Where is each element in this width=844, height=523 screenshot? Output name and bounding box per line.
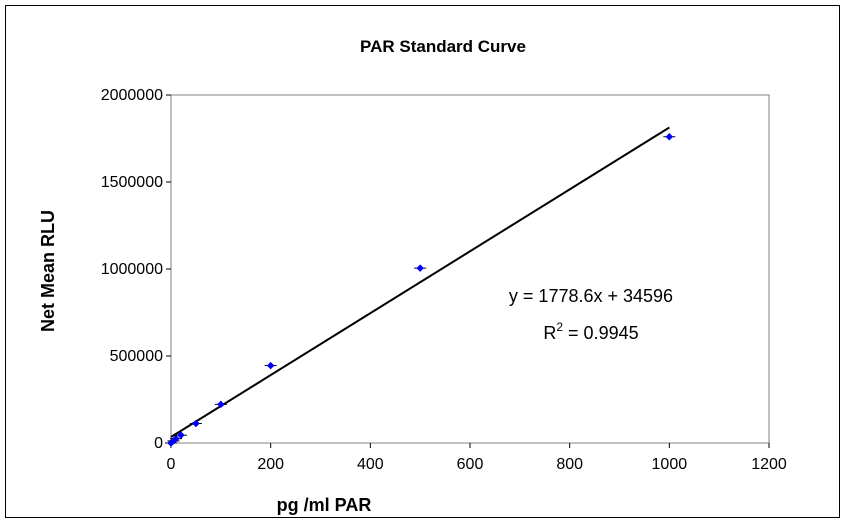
r-squared-superscript: 2 [556,320,563,334]
r-squared-value: = 0.9945 [563,323,639,343]
chart-title: PAR Standard Curve [360,37,526,56]
chart-svg: PAR Standard Curve 0 500000 1000000 1500000… [38,37,787,515]
x-axis-ticks: 0 200 400 600 800 1000 1200 [167,443,787,473]
trendline [170,126,670,438]
data-point [172,434,180,443]
x-tick-label: 200 [257,456,284,473]
y-tick-label: 1500000 [101,174,163,191]
data-point [266,361,275,370]
trendline-equation: y = 1778.6x + 34596 [509,286,673,306]
data-points [165,132,676,447]
y-tick-label: 1000000 [101,261,163,278]
data-point [177,431,185,440]
data-point [216,400,225,409]
x-axis-title: pg /ml PAR [277,495,372,515]
data-point [665,132,674,141]
data-point [416,264,425,272]
x-tick-label: 1200 [751,456,787,473]
y-tick-label: 0 [154,435,163,452]
r-squared-prefix: R [543,323,556,343]
x-tick-label: 600 [457,456,484,473]
data-point [192,419,200,428]
chart-frame: PAR Standard Curve 0 500000 1000000 1500000… [5,5,840,518]
y-tick-label: 2000000 [101,87,163,104]
r-squared-label: R2 = 0.9945 [543,320,638,343]
plot-area [170,94,770,444]
x-tick-label: 1000 [652,456,688,473]
y-axis-title: Net Mean RLU [38,210,58,332]
y-tick-label: 500000 [110,348,163,365]
y-axis-ticks: 0 500000 1000000 1500000 2000000 [101,87,171,452]
x-tick-label: 800 [556,456,583,473]
x-tick-label: 400 [357,456,384,473]
x-tick-label: 0 [167,456,176,473]
